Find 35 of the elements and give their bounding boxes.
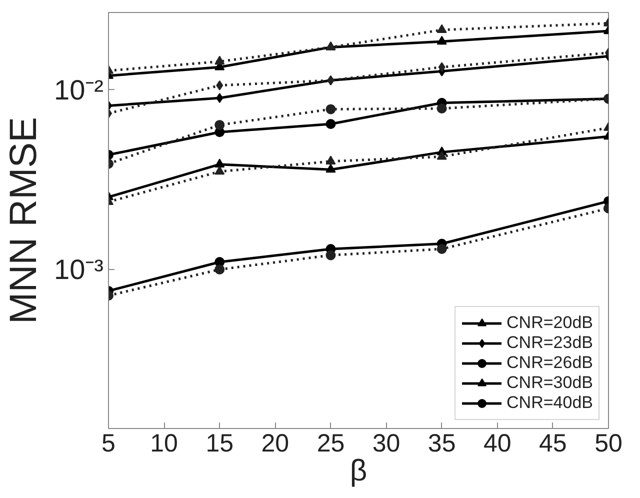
point	[436, 150, 447, 160]
point	[436, 24, 447, 33]
x-tick-label: 25	[316, 430, 345, 458]
x-tick-label: 5	[102, 430, 116, 458]
point	[216, 80, 224, 90]
point	[326, 164, 336, 173]
x-tick-label: 15	[206, 430, 234, 458]
point	[214, 56, 225, 65]
x-tick-label: 35	[428, 430, 456, 458]
point	[326, 250, 336, 260]
y-axis-title: MNN RMSE	[3, 117, 46, 324]
x-tick-label: 30	[372, 430, 400, 458]
y-tick-label: 10⁻³	[54, 254, 104, 285]
x-tick-label: 50	[594, 430, 622, 458]
y-tick-label: 10⁻²	[54, 74, 104, 106]
point	[436, 104, 447, 114]
point	[326, 104, 336, 114]
point	[214, 120, 225, 130]
point	[438, 62, 446, 72]
point	[326, 156, 336, 164]
legend-label: CNR=40dB	[506, 393, 593, 413]
x-axis-title: β	[350, 454, 368, 488]
x-tick-label: 10	[150, 430, 178, 458]
legend-label: CNR=26dB	[506, 353, 593, 373]
point	[214, 158, 225, 168]
point	[436, 244, 447, 254]
point	[214, 166, 225, 175]
x-tick-label: 40	[483, 430, 512, 458]
legend-label: CNR=20dB	[506, 313, 593, 333]
legend-label: CNR=30dB	[506, 373, 593, 393]
point	[214, 264, 225, 274]
x-tick-label: 20	[261, 430, 290, 458]
x-tick-label: 45	[539, 430, 567, 458]
point	[326, 119, 336, 129]
legend-label: CNR=23dB	[506, 333, 593, 353]
